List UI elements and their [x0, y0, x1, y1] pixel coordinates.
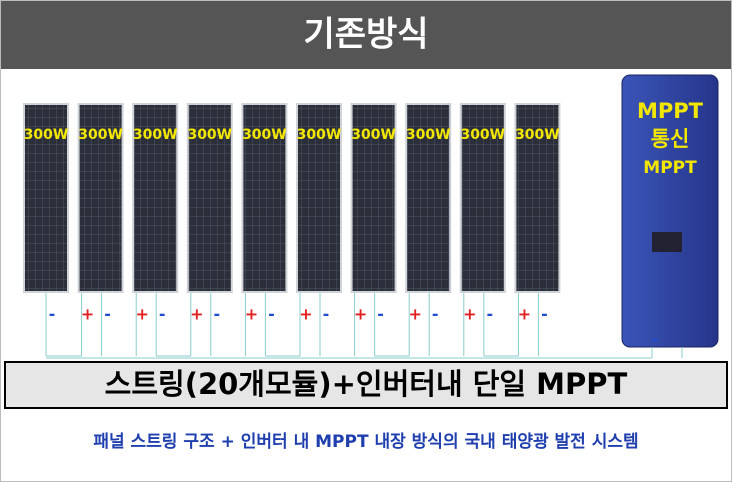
banner: 스트링(20개모듈)+인버터내 단일 MPPT — [105, 367, 628, 401]
panel-label: 300W — [297, 127, 342, 143]
terminal: + — [463, 305, 476, 324]
inverter — [621, 74, 719, 358]
title-bar — [1, 1, 731, 69]
terminal: - — [268, 305, 275, 324]
panel-label: 300W — [133, 127, 178, 143]
panel — [407, 105, 450, 291]
banner-box — [4, 361, 728, 409]
panel-label: 300W — [242, 127, 287, 143]
panel-label: 300W — [515, 127, 560, 143]
terminal: - — [213, 305, 220, 324]
inverter-label: MPPT — [643, 158, 697, 178]
terminal: - — [652, 330, 659, 349]
terminal: + — [245, 305, 258, 324]
panel — [516, 105, 559, 291]
panel — [461, 105, 504, 291]
panel — [243, 105, 286, 291]
panel-label: 300W — [406, 127, 451, 143]
terminal: + — [135, 305, 148, 324]
panel-label: 300W — [78, 127, 123, 143]
panel — [298, 105, 340, 291]
terminal: - — [323, 305, 330, 324]
terminal: - — [432, 305, 439, 324]
inverter-box — [621, 74, 719, 348]
terminal: + — [408, 305, 421, 324]
terminal: + — [518, 305, 531, 324]
panel — [79, 105, 122, 291]
terminal: + — [299, 305, 312, 324]
terminal: - — [377, 305, 384, 324]
panel-label: 300W — [187, 127, 232, 143]
terminal: + — [190, 305, 203, 324]
terminal: + — [81, 305, 94, 324]
panel-label: 300W — [24, 127, 69, 143]
panel — [134, 105, 177, 291]
terminal: - — [486, 305, 493, 324]
terminal: - — [104, 305, 111, 324]
inverter-label: MPPT — [637, 99, 704, 123]
caption: 패널 스트링 구조 + 인버터 내 MPPT 내장 방식의 국내 태양광 발전 … — [93, 432, 638, 452]
terminal: - — [159, 305, 166, 324]
panel — [25, 105, 67, 291]
panel — [352, 105, 395, 291]
inverter-label: 통신 — [651, 127, 690, 151]
title: 기존방식 — [303, 15, 428, 55]
panel — [188, 105, 231, 291]
inverter-display — [652, 232, 682, 252]
terminal: - — [49, 305, 56, 324]
panel-label: 300W — [351, 127, 396, 143]
terminal: + — [354, 305, 367, 324]
terminal: - — [541, 305, 548, 324]
panel-label: 300W — [460, 127, 505, 143]
